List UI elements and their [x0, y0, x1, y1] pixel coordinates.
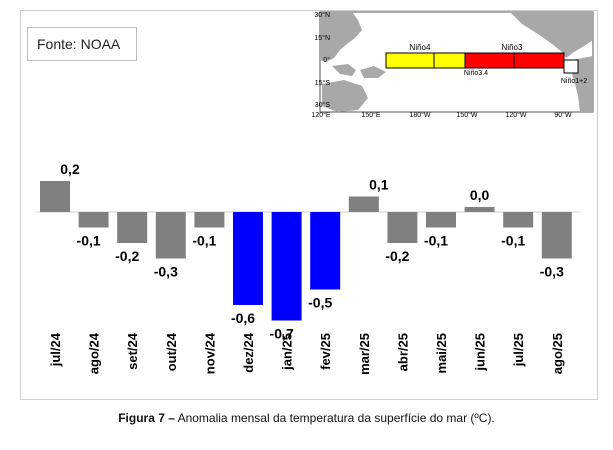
lat-label: 0° [323, 56, 330, 64]
lon-label: 90°W [554, 111, 572, 119]
figure-caption: Figura 7 – Anomalia mensal da temperatur… [0, 411, 613, 425]
category-label: out/24 [164, 332, 179, 371]
nino4-region [385, 52, 466, 69]
lon-label: 150°E [361, 111, 380, 119]
bar-jul-24 [40, 181, 70, 212]
label-nino34: Niño3.4 [464, 70, 488, 77]
lon-label: 120°E [311, 111, 330, 119]
category-label: fev/25 [318, 333, 333, 370]
land-maritime [332, 64, 386, 78]
bar-out-24 [155, 212, 186, 259]
lat-label: 15°S [315, 79, 331, 87]
category-label: mai/25 [434, 333, 449, 373]
bar-mar-25 [348, 196, 379, 212]
caption-label: Figura 7 – [118, 411, 175, 425]
category-label: abr/25 [395, 333, 410, 371]
source-label: Fonte: NOAA [27, 27, 137, 61]
value-label: -0,2 [385, 248, 409, 264]
category-label: jul/25 [511, 333, 526, 367]
category-label: mar/25 [357, 333, 372, 375]
value-label: -0,6 [231, 310, 255, 326]
land-australia [322, 80, 368, 112]
land-americas [510, 12, 593, 112]
value-labels: 0,2 -0,1 -0,2 -0,3 -0,1 -0,6 -0,7 -0,5 0,1 -0,2 -0… [60, 161, 564, 342]
lon-label: 180°W [409, 111, 430, 119]
lat-label: 15°N [314, 34, 330, 42]
lat-label: 30°S [315, 101, 331, 109]
lon-label: 150°W [456, 111, 477, 119]
category-label: ago/25 [550, 333, 565, 374]
caption-text: Anomalia mensal da temperatura da superf… [177, 411, 495, 425]
lon-labels: 120°E 150°E 180°W 150°W 120°W 90°W [311, 111, 572, 119]
category-label: jan/25 [280, 333, 295, 371]
category-label: jul/24 [48, 332, 63, 367]
value-label: -0,3 [540, 264, 564, 280]
value-label: -0,1 [192, 233, 216, 249]
value-label: 0,1 [369, 177, 389, 193]
category-label: nov/24 [202, 332, 217, 374]
land-asia [320, 12, 362, 62]
bar-set-24 [117, 212, 148, 243]
bar-ago-25 [541, 212, 572, 259]
nino34-region [433, 52, 515, 69]
bar-fev-25 [310, 212, 341, 290]
lat-label: 30°N [314, 11, 330, 19]
category-label: dez/24 [241, 332, 256, 373]
value-label: -0,3 [154, 264, 178, 280]
category-label: jun/25 [473, 333, 488, 372]
bar-jun-25 [464, 207, 495, 212]
bar-jul-25 [503, 212, 534, 228]
bar-nov-24 [194, 212, 225, 228]
value-label: 0,2 [60, 161, 80, 177]
lon-label: 120°W [505, 111, 526, 119]
value-label: -0,1 [501, 233, 525, 249]
bars [40, 181, 572, 321]
value-label: 0,0 [470, 187, 490, 203]
value-label: -0,1 [424, 233, 448, 249]
lat-labels: 30°N 15°N 0° 15°S 30°S [314, 11, 330, 109]
label-nino3: Niño3 [502, 43, 523, 52]
category-label: set/24 [125, 332, 140, 370]
bar-dez-24 [233, 212, 263, 305]
bar-abr-25 [387, 212, 418, 243]
value-label: -0,7 [270, 326, 294, 342]
nino12-region [563, 59, 579, 74]
category-label: ago/24 [87, 332, 102, 374]
value-label: -0,2 [115, 248, 139, 264]
bar-ago-24 [78, 212, 109, 228]
bar-mai-25 [426, 212, 456, 228]
map-inset: Niño4 Niño3 Niño3.4 Niño1+2 30°N 15°N 0° 15… [311, 11, 594, 119]
category-labels: jul/24 ago/24 set/24 out/24 nov/24 dez/24 jan/… [48, 332, 565, 375]
label-nino4: Niño4 [410, 43, 431, 52]
bar-jan-25 [271, 212, 302, 321]
label-nino12: Niño1+2 [561, 78, 587, 85]
value-label: -0,1 [77, 233, 101, 249]
value-label: -0,5 [308, 295, 332, 311]
